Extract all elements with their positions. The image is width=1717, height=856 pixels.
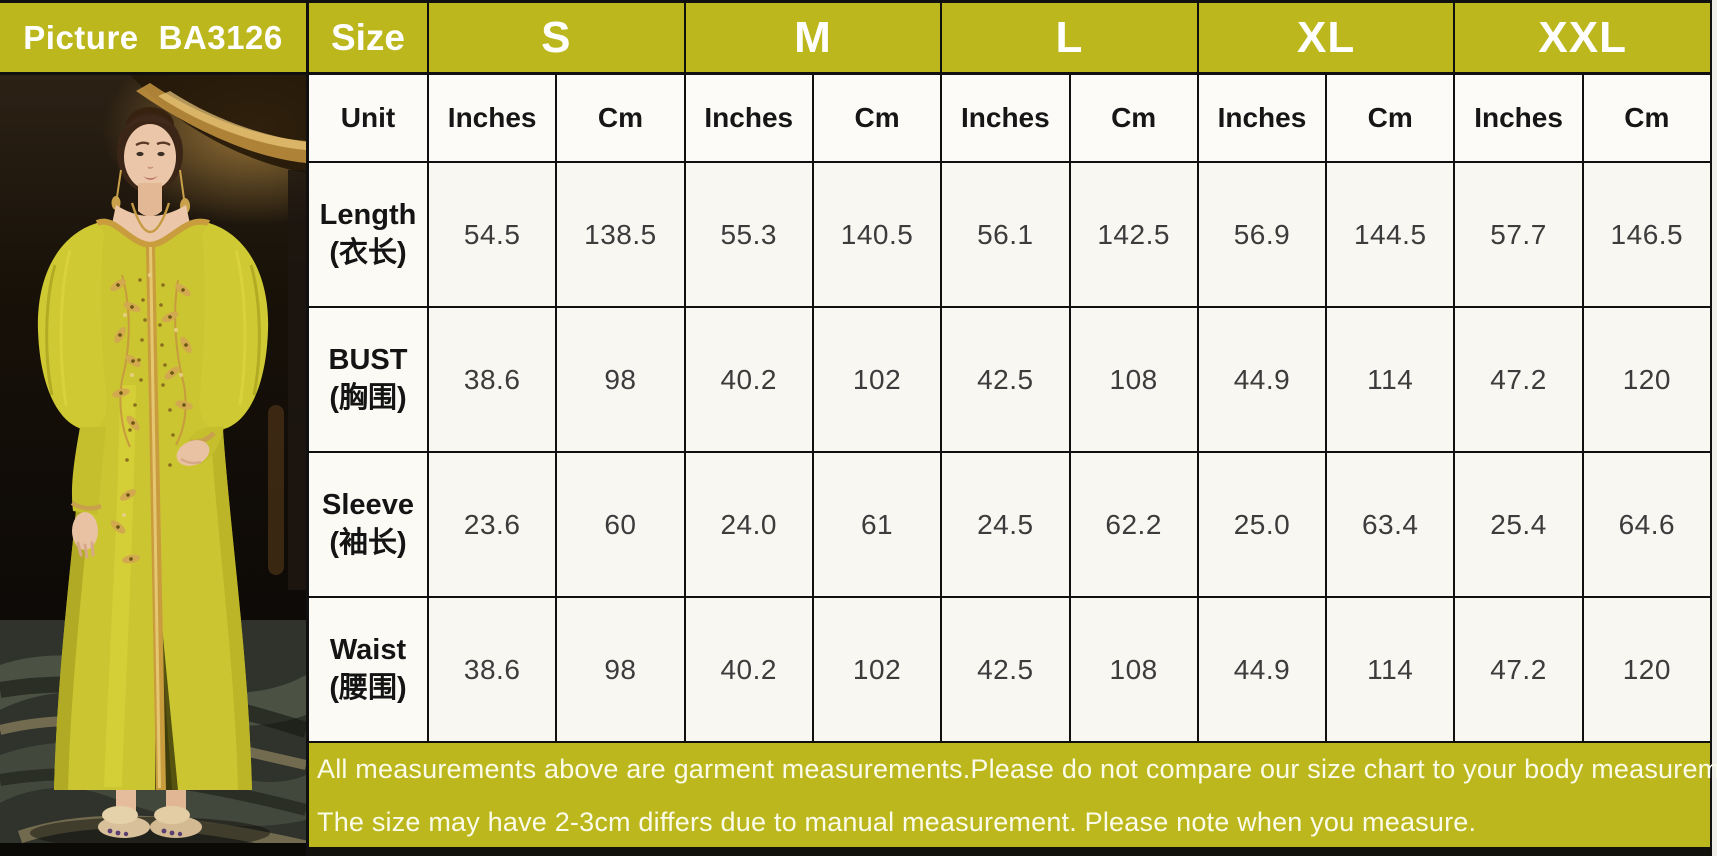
value-cell: 61 [813,453,943,598]
value-cell: 120 [1583,308,1712,453]
value-cell: 40.2 [685,598,814,743]
value-cell: 60 [557,453,686,598]
size-table: Size S M L XL XXL Unit Inches Cm Inches … [306,0,1717,856]
style-code: BA3126 [158,18,283,56]
unit-cell: Cm [1583,75,1712,163]
value-cell: 146.5 [1583,163,1712,308]
unit-cell: Cm [557,75,686,163]
unit-header: Unit [309,75,429,163]
value-cell: 62.2 [1070,453,1199,598]
value-cell: 25.4 [1455,453,1584,598]
value-cell: 38.6 [429,598,558,743]
unit-cell: Inches [429,75,558,163]
picture-header: Picture BA3126 [0,0,306,75]
value-cell: 108 [1070,308,1199,453]
picture-header-label: Picture [23,18,139,56]
row-label-length: Length (衣长) [309,163,429,308]
value-cell: 44.9 [1198,308,1328,453]
size-column-header: Size [309,0,429,75]
value-cell: 138.5 [557,163,686,308]
size-header-xl: XL [1198,0,1456,75]
unit-cell: Cm [1327,75,1456,163]
unit-cell: Cm [1070,75,1199,163]
value-cell: 114 [1327,308,1456,453]
value-cell: 144.5 [1327,163,1456,308]
value-cell: 42.5 [942,308,1071,453]
note-line-1: All measurements above are garment measu… [317,754,1717,784]
size-header-s: S [429,0,686,75]
value-cell: 38.6 [429,308,558,453]
bottom-border-strip [309,847,1712,856]
value-cell: 42.5 [942,598,1071,743]
value-cell: 114 [1327,598,1456,743]
row-label-sleeve: Sleeve (袖长) [309,453,429,598]
note-line-2: The size may have 2-3cm differs due to m… [317,807,1477,837]
value-cell: 47.2 [1455,598,1584,743]
value-cell: 63.4 [1327,453,1456,598]
value-cell: 56.9 [1198,163,1328,308]
value-cell: 142.5 [1070,163,1199,308]
value-cell: 108 [1070,598,1199,743]
unit-cell: Cm [813,75,943,163]
value-cell: 57.7 [1455,163,1584,308]
unit-cell: Inches [685,75,814,163]
value-cell: 140.5 [813,163,943,308]
value-cell: 40.2 [685,308,814,453]
picture-column: Picture BA3126 [0,0,306,856]
unit-cell: Inches [1455,75,1584,163]
size-header-m: M [685,0,943,75]
value-cell: 47.2 [1455,308,1584,453]
size-header-l: L [942,0,1199,75]
value-cell: 120 [1583,598,1712,743]
value-cell: 24.5 [942,453,1071,598]
row-label-bust: BUST (胸围) [309,308,429,453]
value-cell: 98 [557,598,686,743]
unit-cell: Inches [942,75,1071,163]
value-cell: 23.6 [429,453,558,598]
value-cell: 64.6 [1583,453,1712,598]
value-cell: 102 [813,598,943,743]
value-cell: 24.0 [685,453,814,598]
model-photo-illustration [0,75,306,856]
row-label-waist: Waist (腰围) [309,598,429,743]
size-header-xxl: XXL [1455,0,1712,75]
value-cell: 44.9 [1198,598,1328,743]
value-cell: 54.5 [429,163,558,308]
measurement-notes: All measurements above are garment measu… [309,743,1717,847]
model-photo [0,75,306,856]
value-cell: 25.0 [1198,453,1328,598]
value-cell: 56.1 [942,163,1071,308]
value-cell: 55.3 [685,163,814,308]
value-cell: 102 [813,308,943,453]
unit-cell: Inches [1198,75,1328,163]
value-cell: 98 [557,308,686,453]
